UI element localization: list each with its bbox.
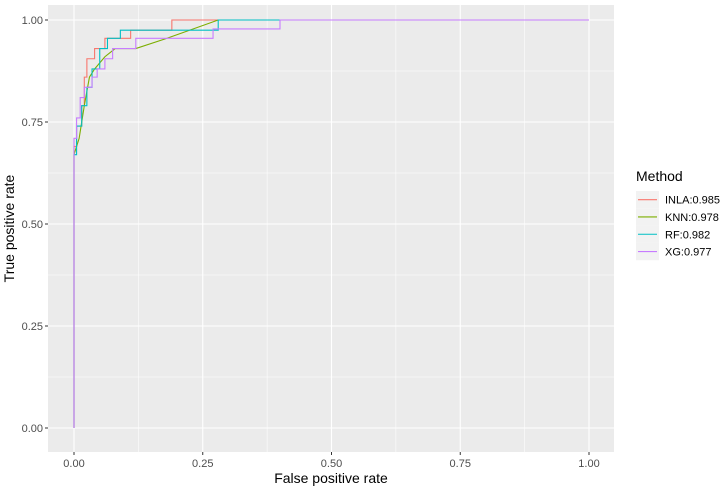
legend-label-xg: XG:0.977 [665, 247, 711, 259]
legend-label-inla: INLA:0.985 [665, 195, 720, 207]
series-lines [73, 19, 589, 428]
y-axis: 0.00 0.25 0.50 0.75 1.00 [22, 15, 48, 435]
x-tick-label: 0.25 [192, 458, 213, 470]
x-tick-label: 1.00 [578, 458, 599, 470]
legend-label-rf: RF:0.982 [665, 229, 710, 241]
legend-title: Method [636, 168, 683, 184]
y-tick-label: 0.50 [22, 219, 43, 231]
grid [48, 5, 614, 452]
legend-label-knn: KNN:0.978 [665, 212, 719, 224]
x-tick-label: 0.00 [63, 458, 84, 470]
legend: Method INLA:0.985 KNN:0.978 RF:0.982 XG:0.9… [636, 168, 720, 261]
x-axis-title: False positive rate [274, 470, 388, 486]
x-tick-label: 0.50 [321, 458, 342, 470]
y-axis-title: True positive rate [1, 174, 17, 282]
y-tick-label: 1.00 [22, 15, 43, 27]
y-tick-label: 0.00 [22, 423, 43, 435]
series-line-xg [73, 19, 589, 428]
y-tick-label: 0.25 [22, 321, 43, 333]
y-tick-label: 0.75 [22, 117, 43, 129]
x-tick-label: 0.75 [450, 458, 471, 470]
x-axis: 0.00 0.25 0.50 0.75 1.00 [63, 452, 600, 470]
